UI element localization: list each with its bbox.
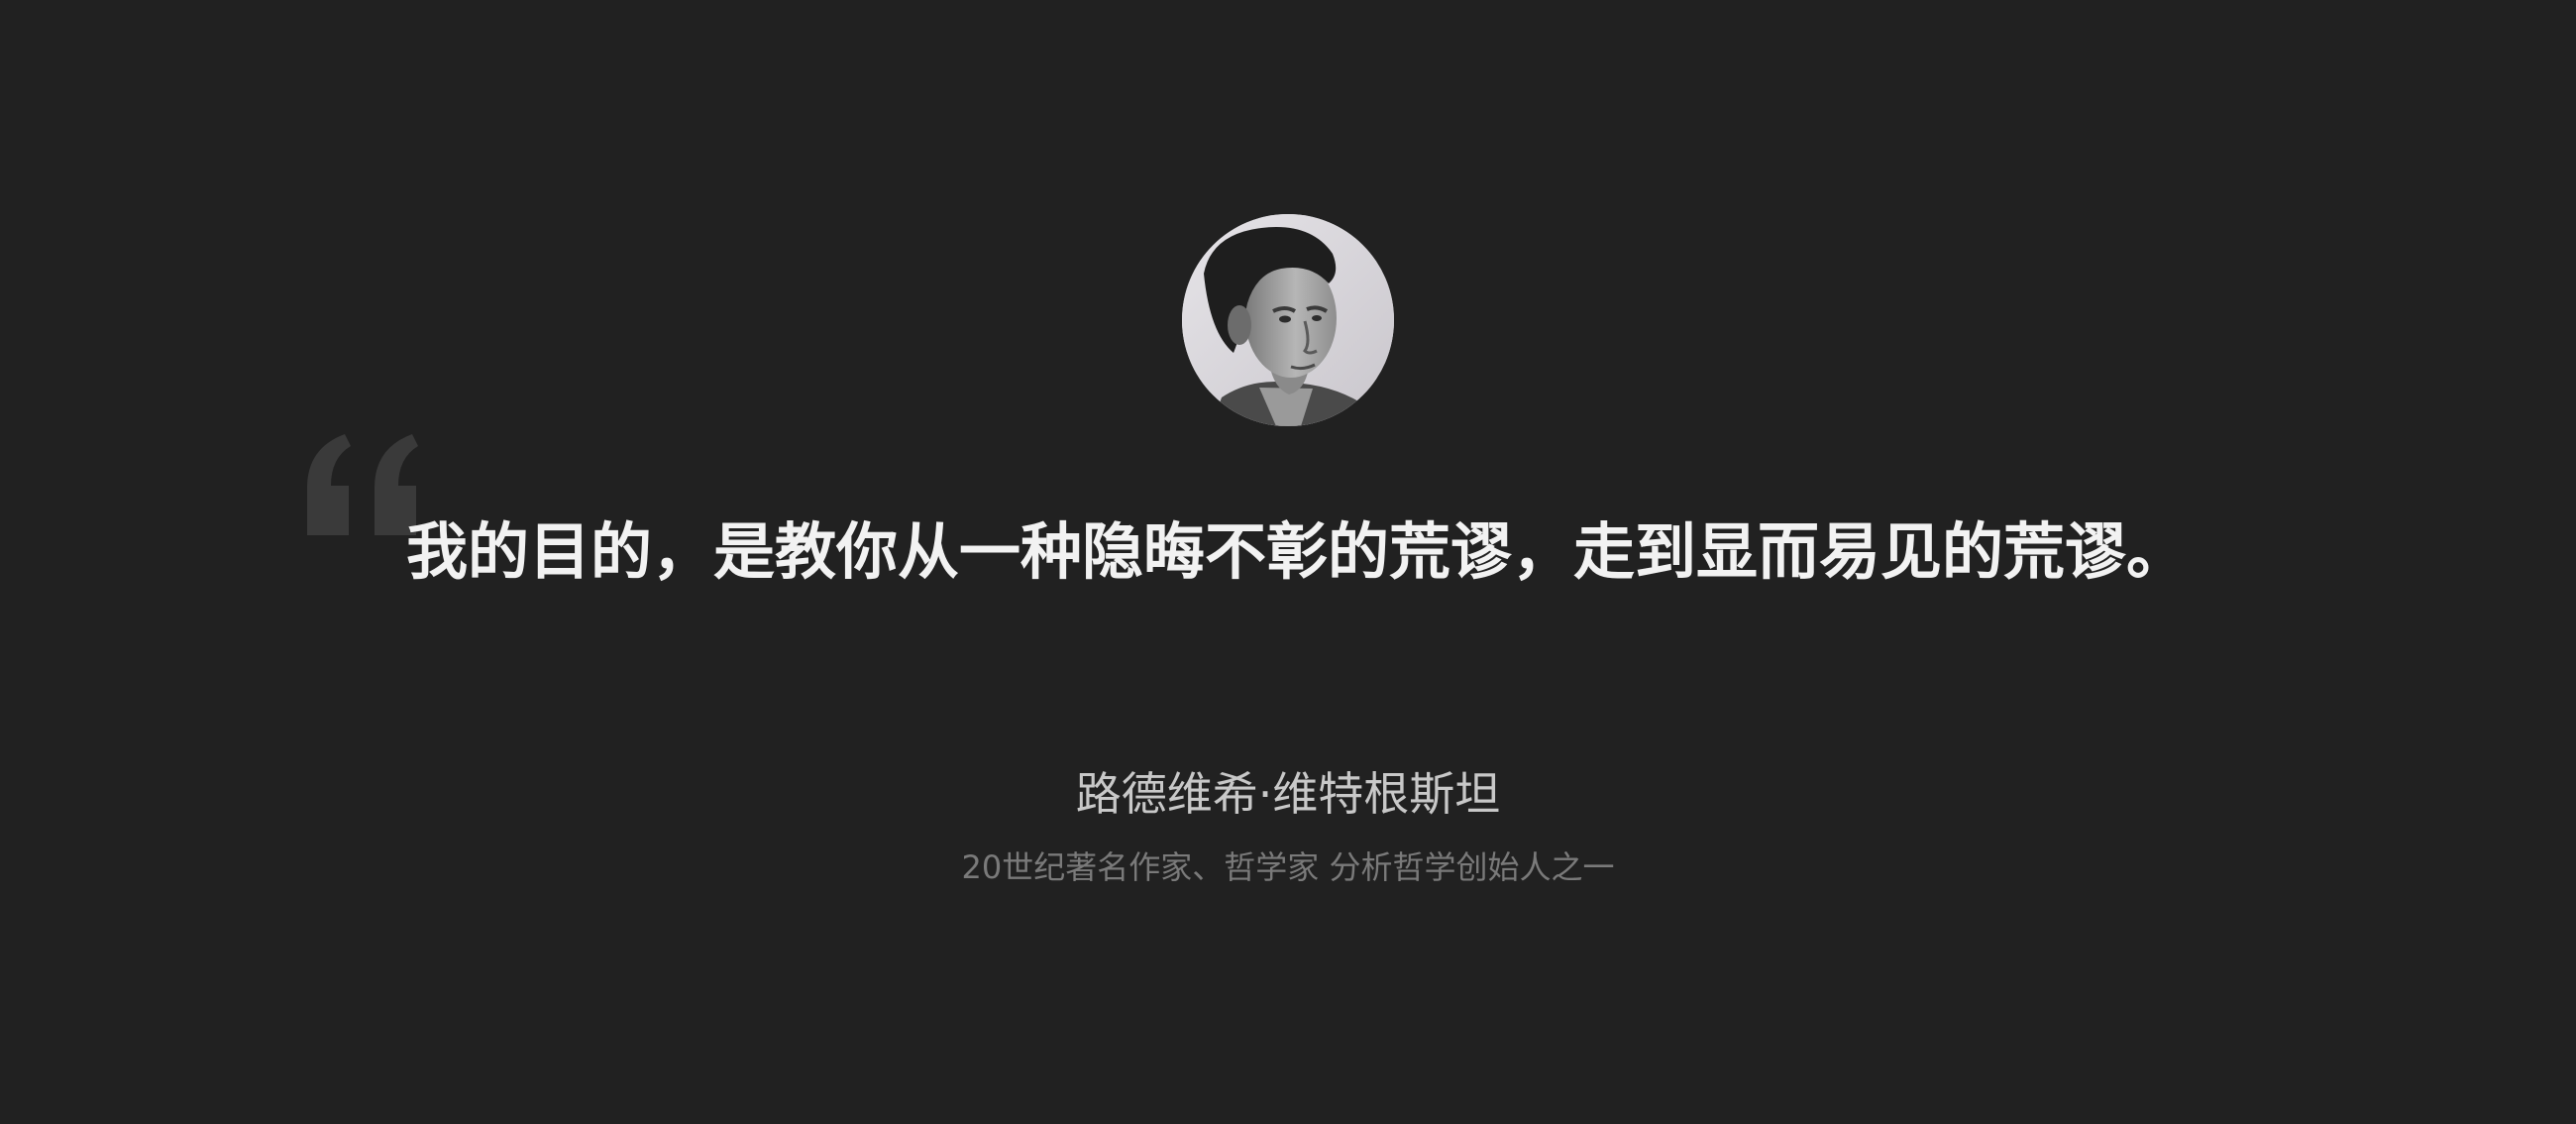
- author-description: 20世纪著名作家、哲学家 分析哲学创始人之一: [961, 848, 1615, 886]
- author-avatar: [1182, 214, 1394, 426]
- author-portrait: [1182, 214, 1394, 426]
- open-quote-icon: [307, 434, 418, 535]
- author-name: 路德维希·维特根斯坦: [1075, 767, 1501, 821]
- quote-text: 我的目的，是教你从一种隐晦不彰的荒谬，走到显而易见的荒谬。: [406, 515, 2189, 588]
